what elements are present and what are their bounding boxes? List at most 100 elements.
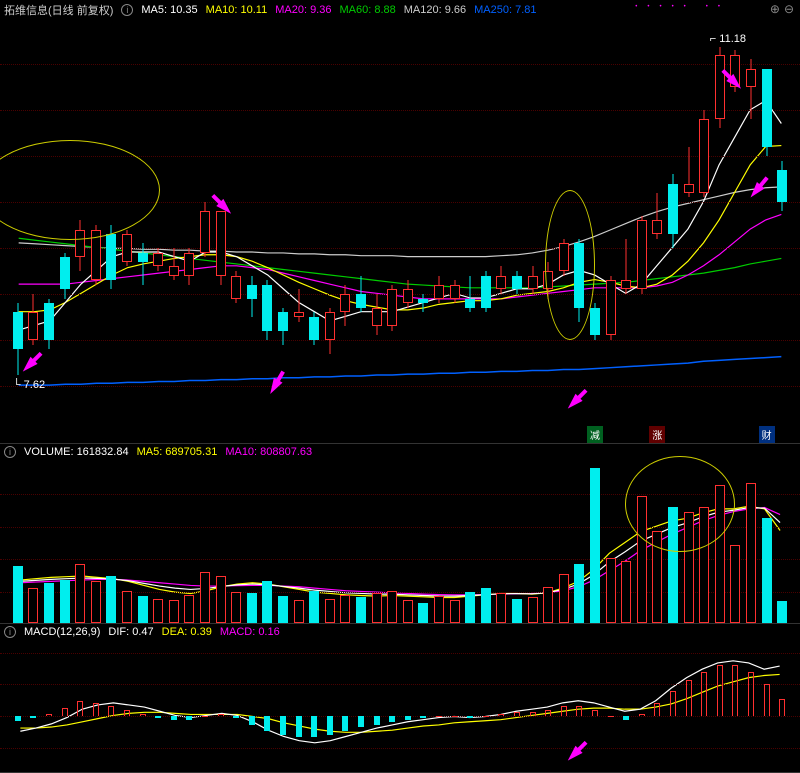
macd-bar[interactable] bbox=[670, 691, 676, 716]
macd-bar[interactable] bbox=[233, 716, 239, 718]
macd-bar[interactable] bbox=[561, 706, 567, 717]
volume-bar[interactable] bbox=[543, 587, 553, 623]
volume-bar[interactable] bbox=[216, 576, 226, 623]
close-icon[interactable]: ⊖ bbox=[784, 2, 794, 16]
macd-bar[interactable] bbox=[389, 716, 395, 722]
volume-bar[interactable] bbox=[262, 581, 272, 623]
volume-bar[interactable] bbox=[13, 566, 23, 623]
volume-bar[interactable] bbox=[684, 512, 694, 623]
volume-bar[interactable] bbox=[762, 518, 772, 623]
macd-bar[interactable] bbox=[717, 665, 723, 716]
volume-bar[interactable] bbox=[91, 581, 101, 623]
volume-bar[interactable] bbox=[777, 601, 787, 623]
event-tag[interactable]: 涨 bbox=[649, 426, 665, 443]
volume-bar[interactable] bbox=[496, 593, 506, 623]
volume-bar[interactable] bbox=[637, 496, 647, 623]
volume-bar[interactable] bbox=[668, 507, 678, 623]
volume-bar[interactable] bbox=[309, 591, 319, 623]
volume-bar[interactable] bbox=[231, 592, 241, 623]
macd-bar[interactable] bbox=[592, 710, 598, 716]
volume-bar[interactable] bbox=[465, 592, 475, 623]
macd-bar[interactable] bbox=[171, 716, 177, 720]
macd-bar[interactable] bbox=[342, 716, 348, 731]
volume-bar[interactable] bbox=[528, 597, 538, 623]
volume-bar[interactable] bbox=[387, 591, 397, 623]
macd-bar[interactable] bbox=[77, 701, 83, 716]
macd-bar[interactable] bbox=[467, 716, 473, 718]
macd-bar[interactable] bbox=[732, 665, 738, 716]
info-icon[interactable]: i bbox=[121, 4, 133, 16]
macd-bar[interactable] bbox=[686, 680, 692, 716]
volume-bar[interactable] bbox=[122, 591, 132, 623]
macd-bar[interactable] bbox=[140, 714, 146, 716]
macd-bar[interactable] bbox=[280, 716, 286, 735]
macd-bar[interactable] bbox=[764, 684, 770, 716]
macd-bar[interactable] bbox=[155, 716, 161, 718]
macd-bar[interactable] bbox=[311, 716, 317, 737]
volume-bar[interactable] bbox=[621, 561, 631, 623]
volume-bar[interactable] bbox=[699, 507, 709, 623]
macd-bar[interactable] bbox=[46, 714, 52, 716]
macd-bar[interactable] bbox=[124, 710, 130, 716]
volume-bar[interactable] bbox=[169, 600, 179, 623]
volume-bar[interactable] bbox=[44, 583, 54, 624]
event-tag[interactable]: 财 bbox=[759, 426, 775, 443]
volume-bar[interactable] bbox=[75, 564, 85, 623]
volume-bar[interactable] bbox=[606, 558, 616, 623]
macd-chart-panel[interactable]: i MACD(12,26,9) DIF: 0.47 DEA: 0.39 MACD… bbox=[0, 624, 800, 773]
volume-bar[interactable] bbox=[730, 545, 740, 623]
macd-bar[interactable] bbox=[62, 708, 68, 716]
macd-bar[interactable] bbox=[374, 716, 380, 724]
volume-bar[interactable] bbox=[247, 593, 257, 623]
macd-bar[interactable] bbox=[327, 716, 333, 735]
macd-bar[interactable] bbox=[93, 703, 99, 716]
volume-bar[interactable] bbox=[481, 588, 491, 623]
volume-chart-panel[interactable]: i VOLUME: 161832.84 MA5: 689705.31 MA10:… bbox=[0, 444, 800, 624]
macd-bar[interactable] bbox=[202, 716, 208, 717]
volume-bar[interactable] bbox=[418, 603, 428, 623]
volume-bar[interactable] bbox=[138, 596, 148, 623]
volume-bar[interactable] bbox=[715, 485, 725, 623]
macd-bar[interactable] bbox=[639, 714, 645, 716]
volume-bar[interactable] bbox=[294, 600, 304, 623]
macd-bar[interactable] bbox=[748, 672, 754, 716]
macd-bar[interactable] bbox=[608, 716, 614, 717]
macd-bar[interactable] bbox=[420, 716, 426, 718]
volume-bar[interactable] bbox=[746, 483, 756, 623]
macd-bar[interactable] bbox=[514, 712, 520, 716]
volume-bar[interactable] bbox=[512, 599, 522, 623]
volume-bar[interactable] bbox=[372, 593, 382, 623]
volume-bar[interactable] bbox=[278, 596, 288, 623]
macd-bar[interactable] bbox=[296, 716, 302, 737]
volume-bar[interactable] bbox=[559, 574, 569, 623]
macd-bar[interactable] bbox=[779, 699, 785, 716]
macd-bar[interactable] bbox=[654, 703, 660, 716]
volume-bar[interactable] bbox=[356, 597, 366, 623]
volume-bar[interactable] bbox=[340, 595, 350, 623]
volume-bar[interactable] bbox=[28, 588, 38, 623]
volume-bar[interactable] bbox=[184, 595, 194, 623]
macd-bar[interactable] bbox=[701, 672, 707, 716]
volume-bar[interactable] bbox=[60, 580, 70, 623]
macd-bar[interactable] bbox=[452, 716, 458, 717]
volume-bar[interactable] bbox=[590, 468, 600, 623]
macd-bar[interactable] bbox=[530, 712, 536, 716]
volume-bar[interactable] bbox=[434, 596, 444, 623]
macd-bar[interactable] bbox=[405, 716, 411, 720]
volume-bar[interactable] bbox=[450, 600, 460, 623]
macd-bar[interactable] bbox=[15, 716, 21, 721]
event-tag[interactable]: 减 bbox=[587, 426, 603, 443]
volume-bar[interactable] bbox=[652, 531, 662, 623]
volume-bar[interactable] bbox=[153, 599, 163, 623]
macd-bar[interactable] bbox=[264, 716, 270, 731]
volume-bar[interactable] bbox=[574, 564, 584, 623]
macd-bar[interactable] bbox=[576, 706, 582, 717]
macd-bar[interactable] bbox=[108, 706, 114, 717]
macd-bar[interactable] bbox=[358, 716, 364, 727]
volume-bar[interactable] bbox=[200, 572, 210, 623]
volume-bar[interactable] bbox=[106, 576, 116, 623]
volume-bar[interactable] bbox=[403, 600, 413, 623]
volume-bar[interactable] bbox=[325, 599, 335, 623]
settings-icon[interactable]: ⊕ bbox=[770, 2, 780, 16]
macd-bar[interactable] bbox=[623, 716, 629, 720]
